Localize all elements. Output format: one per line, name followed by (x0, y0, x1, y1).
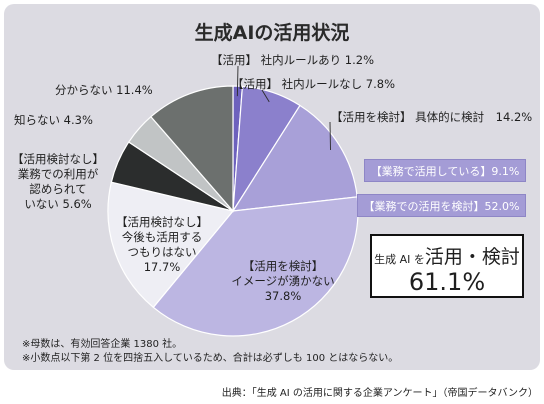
summary-box: 生成 AI を活用・検討 61.1% (370, 234, 524, 298)
label-unknown: 分からない 11.4% (55, 83, 153, 97)
chart-title: 生成AIの活用状況 (194, 22, 350, 44)
label-unaware: 知らない 4.3% (14, 113, 93, 127)
pie-slice-3 (152, 196, 359, 337)
label-no-image: 【活用を検討】 イメージが湧かない 37.8% (231, 259, 335, 303)
label-no-plan: 【活用検討なし】 今後も活用する つもりはない 17.7% (116, 215, 208, 274)
label-concrete: 【活用を検討】 具体的に検討 14.2% (331, 110, 533, 124)
summary-line: 生成 AI を活用・検討 (374, 246, 520, 268)
label-rule-yes: 【活用】 社内ルールあり 1.2% (211, 53, 375, 67)
leader-line-0 (236, 65, 239, 97)
label-not-permitted: 【活用検討なし】 業務での利用が 認められて いない 5.6% (12, 152, 104, 211)
note-sample-size: ※母数は、有効回答企業 1380 社。 (22, 339, 183, 350)
label-rule-no: 【活用】 社内ルールなし 7.8% (232, 77, 396, 91)
leader-line-1 (261, 89, 270, 103)
business-use-box: 【業務で活用している】9.1% (364, 159, 526, 182)
note-rounding: ※小数点以下第 2 位を四捨五入しているため、合計は必ずしも 100 とはならな… (22, 353, 399, 364)
summary-value: 61.1% (408, 268, 486, 296)
source-citation: 出典：「生成 AI の活用に関する企業アンケート」（帝国データバンク） (221, 388, 538, 399)
pie-slice-2 (231, 104, 358, 212)
business-consider-box: 【業務での活用を検討】52.0% (357, 194, 526, 217)
pie-slice-4 (107, 181, 235, 309)
pie-slice-7 (150, 85, 234, 213)
